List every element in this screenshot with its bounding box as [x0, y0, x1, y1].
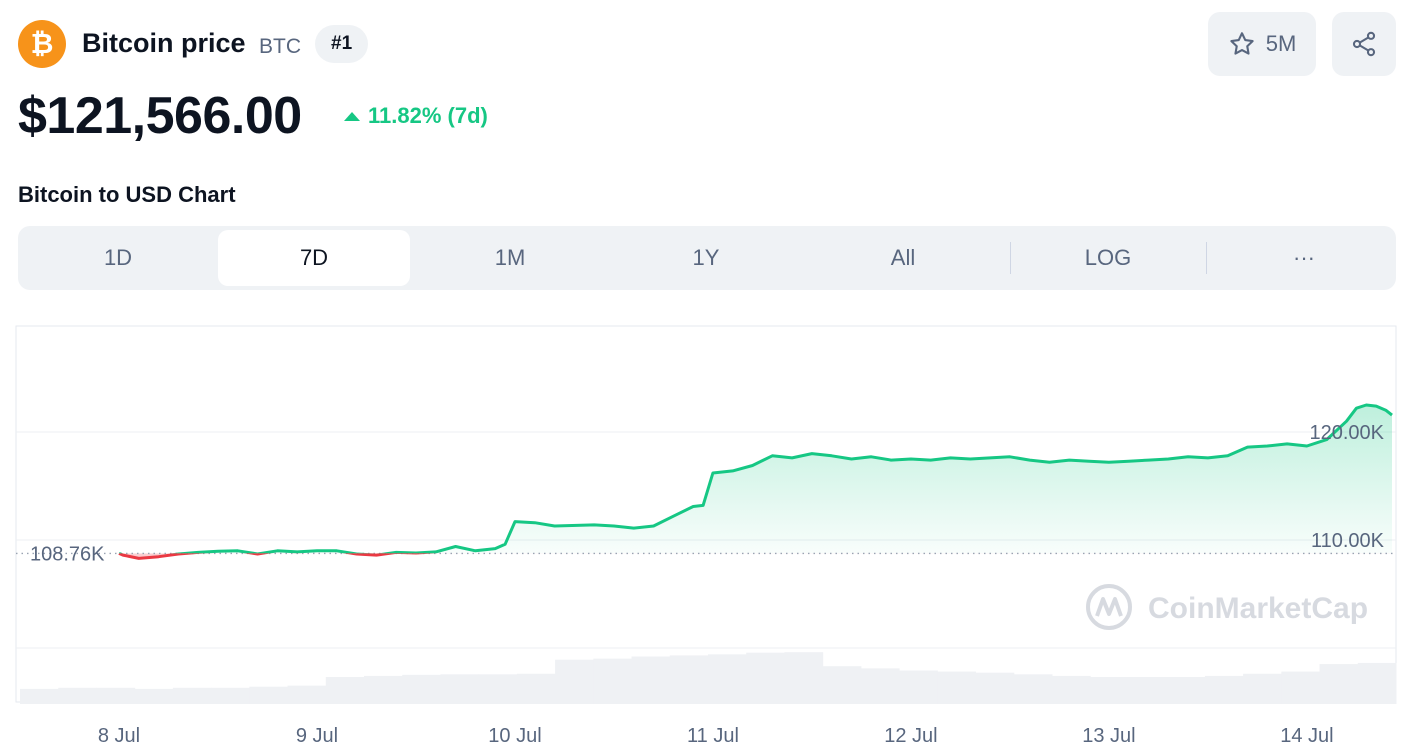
volume-bar	[96, 687, 136, 704]
range-tab-1m[interactable]: 1M	[494, 245, 526, 270]
volume-bar	[746, 652, 785, 704]
volume-bar	[593, 658, 633, 704]
volume-bar	[1090, 677, 1129, 704]
coinmarketcap-logo-mark	[1095, 597, 1123, 617]
watermark-text: CoinMarketCap	[1148, 592, 1368, 625]
coinmarketcap-logo-icon	[1086, 584, 1132, 630]
range-tab-7d[interactable]: 7D	[218, 230, 410, 286]
bitcoin-logo-icon: ₿	[18, 20, 66, 68]
watchlist-count: 5M	[1265, 31, 1297, 56]
price-chart[interactable]: 120.00K 110.00K 108.76K 8 Jul 9 Jul 10 Jul 11 …	[0, 320, 1412, 752]
rank-badge: #1	[315, 25, 369, 63]
volume-bar	[364, 675, 403, 704]
volume-bar	[58, 687, 97, 704]
range-tab-1y[interactable]: 1Y	[692, 245, 720, 270]
y-tick-label: 120.00K	[1309, 422, 1384, 444]
current-price: $121,566.00	[18, 87, 302, 145]
coin-symbol: BTC	[259, 35, 301, 58]
volume-bar	[1319, 664, 1359, 704]
volume-bar	[1052, 675, 1091, 704]
volume-bar	[287, 685, 327, 704]
volume-bar	[440, 674, 480, 704]
volume-bar	[669, 655, 709, 704]
volume-bar	[860, 668, 900, 704]
range-divider	[1206, 242, 1207, 274]
volume-bar	[478, 674, 518, 704]
watchlist-button[interactable]: 5M	[1208, 12, 1316, 76]
price-change-value: 11.82% (7d)	[368, 103, 488, 128]
volume-bar	[516, 673, 556, 704]
share-button[interactable]	[1332, 12, 1396, 76]
price-change: 11.82% (7d)	[344, 103, 488, 129]
baseline-label: 108.76K	[30, 543, 105, 565]
volume-bar	[708, 654, 747, 704]
log-scale-toggle[interactable]: LOG	[1084, 245, 1132, 270]
y-tick-label: 110.00K	[1311, 530, 1385, 552]
volume-bar	[134, 688, 174, 704]
volume-bar	[784, 652, 824, 704]
x-tick-label: 10 Jul	[488, 725, 541, 747]
more-options-button[interactable]: ···	[1293, 245, 1315, 270]
chart-title: Bitcoin to USD Chart	[18, 182, 236, 207]
bitcoin-glyph: ₿	[31, 27, 54, 60]
volume-bar	[172, 687, 212, 704]
volume-bar	[1013, 674, 1053, 704]
x-tick-label: 13 Jul	[1082, 725, 1135, 747]
volume-bar	[899, 670, 938, 704]
volume-bar	[555, 659, 594, 704]
x-tick-label: 12 Jul	[884, 725, 937, 747]
x-tick-label: 14 Jul	[1280, 725, 1333, 747]
star-icon	[1230, 32, 1254, 55]
coin-name: Bitcoin price	[82, 28, 246, 58]
volume-bar	[20, 688, 59, 704]
range-tab-all[interactable]: All	[890, 245, 916, 270]
x-tick-label: 8 Jul	[98, 725, 140, 747]
volume-bar	[1243, 673, 1282, 704]
range-tab-1d[interactable]: 1D	[103, 245, 133, 270]
caret-up-icon	[344, 111, 360, 121]
volume-bar	[1204, 675, 1244, 704]
x-tick-label: 11 Jul	[687, 725, 739, 747]
price-line-up	[119, 403, 1393, 554]
volume-bar	[1281, 671, 1321, 704]
volume-bar	[249, 686, 289, 704]
price-chart-svg: 120.00K 110.00K 108.76K 8 Jul 9 Jul 10 Jul 11 …	[15, 325, 1397, 747]
volume-bar	[975, 672, 1015, 704]
range-selector: 1D 7D 1M 1Y All LOG ···	[18, 226, 1396, 290]
x-tick-label: 9 Jul	[296, 725, 338, 747]
coinmarketcap-watermark: CoinMarketCap	[1086, 584, 1368, 630]
volume-bar	[822, 666, 862, 704]
volume-bar	[631, 656, 671, 704]
price-area-up	[185, 405, 1392, 554]
volume-bar	[1128, 677, 1168, 704]
volume-bar	[1166, 677, 1206, 704]
volume-bar	[211, 687, 250, 704]
range-divider	[1010, 242, 1011, 274]
volume-bar	[1357, 662, 1397, 704]
volume-bar	[937, 671, 977, 704]
volume-bar	[402, 674, 441, 704]
volume-bar	[325, 677, 365, 704]
share-icon	[1352, 31, 1376, 57]
